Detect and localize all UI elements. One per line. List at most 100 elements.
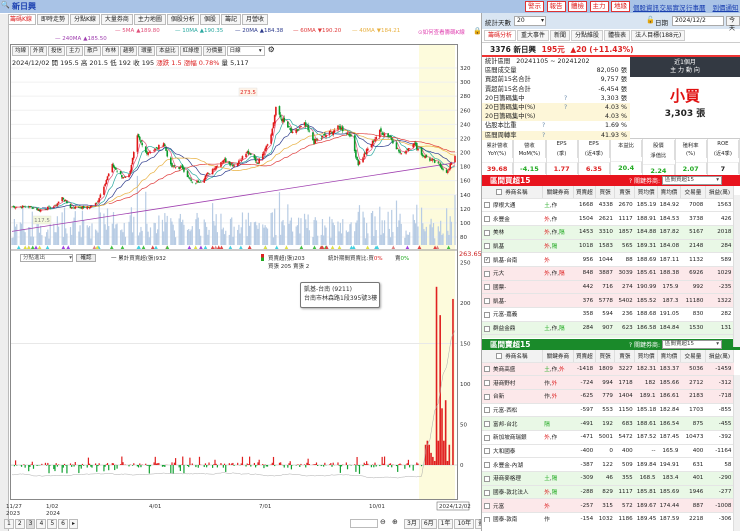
help-icon[interactable]: ?	[564, 94, 568, 102]
table-row[interactable]: 國泰-敦南 作 -154 1032 1186 189.45 187.59 2218 -306	[482, 512, 734, 522]
toolbar-button[interactable]: 體檢	[568, 1, 587, 12]
row-checkbox[interactable]: ✓	[484, 257, 490, 264]
chart-tab[interactable]: 分點K線	[69, 14, 100, 25]
table-row[interactable]: 永豐金-內湖 -387 122 509 189.84 194.91 631 58	[482, 457, 734, 472]
page-button[interactable]: 4	[36, 519, 47, 529]
row-checkbox[interactable]	[484, 325, 490, 332]
broker-name[interactable]: 富邦-台北	[493, 421, 518, 428]
broker-name[interactable]: 凱基-	[493, 298, 507, 305]
broker-name[interactable]: 港商麥格理	[493, 476, 521, 483]
today-button[interactable]: 今天	[726, 16, 740, 32]
column-header[interactable]: 買均價	[634, 350, 659, 363]
help-icon[interactable]: ?	[542, 131, 546, 139]
table-row[interactable]: 凱基- 376 5778 5402 185.52 187.3 11180 1322	[482, 293, 734, 308]
period-select[interactable]: 日線 ▾	[226, 46, 265, 56]
table-row[interactable]: 港商野村 作,外 -724 994 1718 182 185.66 2712 -312	[482, 375, 734, 390]
help-icon[interactable]: ?	[542, 122, 546, 130]
table-row[interactable]: 永豐金 外,作 1504 2621 1117 188.91 184.53 3738 426	[482, 211, 734, 226]
column-header[interactable]: 賣張	[614, 350, 636, 363]
broker-name[interactable]: 國泰-敦北法人	[493, 490, 529, 497]
column-header[interactable]: 買均價	[634, 186, 659, 199]
select-all-checkbox[interactable]	[496, 189, 503, 196]
table-row[interactable]: 台新 作,外 -625 779 1404 189.1 186.61 2183 -718	[482, 389, 734, 404]
row-checkbox[interactable]	[484, 366, 490, 373]
indicator-button[interactable]: 散戶	[84, 46, 102, 56]
broker-name[interactable]: 國泰-敦南	[493, 517, 518, 522]
broker-name[interactable]: 永豐金-內湖	[493, 462, 523, 469]
column-header[interactable]: 買張	[595, 350, 616, 363]
row-checkbox[interactable]	[484, 216, 490, 223]
table-row[interactable]: 統一作,隔2251139914190.09179.462053-860	[482, 334, 734, 338]
indicator-button[interactable]: 主力	[66, 46, 84, 56]
table-row[interactable]: 美商高盛 土,作,外 -1418 1809 3227 182.31 183.37 5036 -1…	[482, 362, 734, 377]
column-header[interactable]: 賣張	[614, 186, 636, 199]
help-link[interactable]: ⊙如何查看籌碼K線	[418, 30, 465, 36]
page-button[interactable]: 1	[4, 519, 14, 529]
row-checkbox[interactable]	[484, 243, 490, 250]
row-checkbox[interactable]	[484, 407, 490, 414]
toolbar-button[interactable]: 地緣	[611, 1, 630, 12]
key-broker-select[interactable]: 區間買超15 ▾	[662, 176, 722, 185]
broker-name[interactable]: 新加坡商瑞銀	[493, 435, 527, 442]
broker-name[interactable]: 美林	[493, 230, 505, 237]
row-checkbox[interactable]	[484, 284, 490, 291]
column-header[interactable]: 券商名稱	[482, 186, 543, 199]
broker-name[interactable]: 大和國泰	[493, 448, 516, 455]
chart-tab[interactable]: 大量券商	[100, 14, 133, 25]
toolbar-link[interactable]: 到價通知	[712, 4, 739, 12]
indicator-button[interactable]: 環量	[138, 46, 156, 56]
row-checkbox[interactable]	[484, 421, 490, 428]
chart-tab[interactable]: 月營收	[241, 14, 268, 25]
row-checkbox[interactable]	[484, 270, 490, 277]
broker-name[interactable]: 摩根大通	[493, 202, 516, 209]
page-button[interactable]: 5	[47, 519, 58, 529]
table-row[interactable]: 美林 外,作,隔 1453 3310 1857 184.88 187.82 5167 2018	[482, 225, 734, 240]
table-row[interactable]: 群益金鼎 土,作,隔 284 907 623 186.58 184.84 1530 131	[482, 321, 734, 336]
row-checkbox[interactable]	[484, 516, 490, 522]
chart-tab[interactable]: 個股分析	[166, 14, 199, 25]
chart-tab[interactable]: 籌記	[220, 14, 241, 25]
toolbar-link[interactable]: 個股資訊	[633, 4, 659, 12]
info-tab[interactable]: 法人目標(188元)	[631, 30, 686, 41]
toolbar-link[interactable]: 交易實況	[659, 4, 686, 12]
indicator-button[interactable]: 均線	[12, 46, 30, 56]
row-checkbox[interactable]	[484, 311, 490, 318]
column-header[interactable]: 券商名稱	[482, 350, 543, 363]
broker-name[interactable]: 元富-嘉義	[493, 312, 518, 319]
page-button[interactable]: 3	[25, 519, 36, 529]
table-row[interactable]: ✓ 凱基-台南外 956 1044 88 188.69 187.11 1132 589	[482, 252, 734, 267]
info-tab[interactable]: 籌碼分析	[484, 30, 517, 41]
toolbar-button[interactable]: 警示	[525, 1, 544, 12]
broker-name[interactable]: 美商高盛	[493, 366, 516, 373]
info-tab[interactable]: 重大事件	[517, 30, 550, 41]
range-button[interactable]: 1年	[437, 519, 454, 529]
indicator-button[interactable]: 投信	[48, 46, 66, 56]
row-checkbox[interactable]	[484, 475, 490, 482]
indicator-button[interactable]: 外資	[30, 46, 48, 56]
column-header[interactable]: 買賣超	[573, 186, 596, 199]
indicator-button[interactable]: 紅綠燈	[179, 46, 203, 56]
column-header[interactable]: 損益(萬)	[705, 186, 735, 199]
page-button[interactable]: 2	[14, 519, 25, 529]
row-checkbox[interactable]	[484, 434, 490, 441]
column-header[interactable]: 買張	[595, 186, 616, 199]
zoom-in-icon[interactable]: ⊕	[392, 518, 398, 526]
broker-name[interactable]: 凱基-台南	[493, 257, 518, 264]
toolbar-button[interactable]: 報告	[546, 1, 566, 12]
confirm-button[interactable]: 確認	[76, 254, 96, 262]
page-button[interactable]: ▸	[68, 519, 78, 529]
table-row[interactable]: 新加坡商瑞銀 外,作 -471 5001 5472 187.52 187.45 10473 -3…	[482, 430, 734, 445]
lower-panel-select[interactable]: 分點進出 ▾	[20, 254, 73, 262]
table-row[interactable]: 元富-嘉義 358 594 236 188.68 191.05 830 282	[482, 307, 734, 322]
broker-name[interactable]: 台新	[493, 394, 505, 401]
info-tab[interactable]: 分點維股	[571, 30, 604, 41]
indicator-button[interactable]: 布林	[102, 46, 120, 56]
column-header[interactable]: 關鍵券商	[542, 186, 574, 199]
broker-name[interactable]: 元富-西松	[493, 407, 518, 414]
date-jump-input[interactable]	[350, 519, 378, 528]
chart-tab[interactable]: 即時走勢	[36, 14, 69, 25]
chart-svg[interactable]: 8010012014016018020022024026028030032005…	[0, 0, 480, 531]
table-row[interactable]: 元富-西松 -597 553 1150 185.18 182.84 1703 -855	[482, 403, 734, 418]
lock-icon[interactable]: 🔒	[473, 27, 482, 35]
row-checkbox[interactable]	[484, 229, 490, 236]
